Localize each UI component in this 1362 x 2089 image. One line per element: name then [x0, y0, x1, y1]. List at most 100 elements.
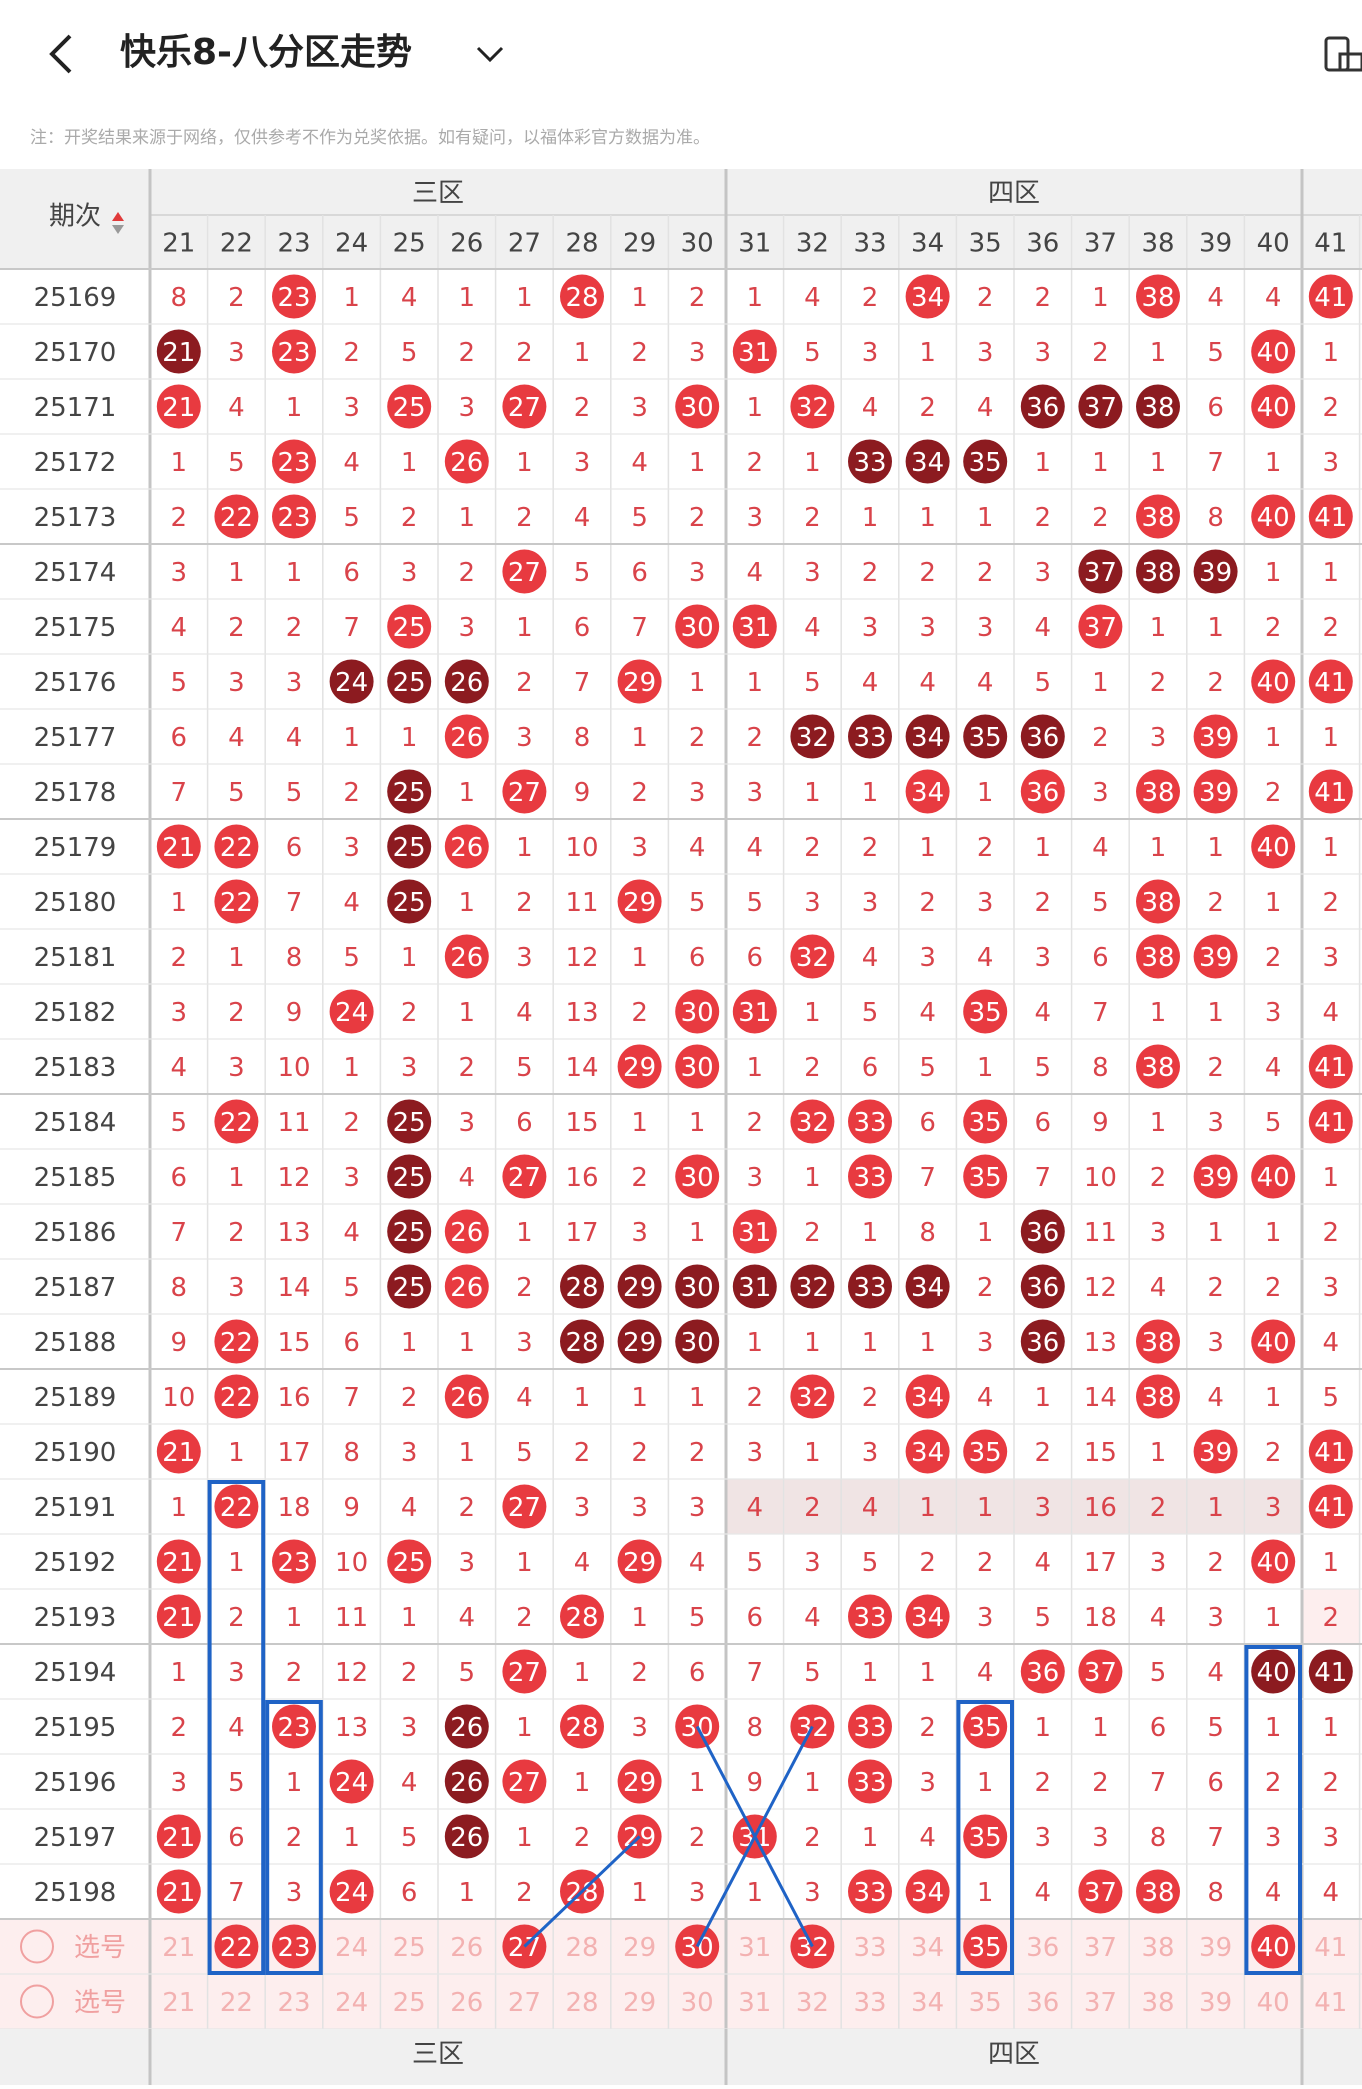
- omission-number: 4: [171, 613, 188, 643]
- omission-number: 2: [1265, 1768, 1282, 1798]
- omission-number: 2: [459, 558, 476, 588]
- omission-number: 4: [862, 943, 879, 973]
- omission-number: 1: [689, 1768, 706, 1798]
- omission-number: 2: [977, 558, 994, 588]
- ball-number: 21: [162, 1603, 195, 1633]
- omission-number: 5: [228, 1768, 245, 1798]
- ball-number: 38: [1141, 1053, 1174, 1083]
- omission-number: 2: [228, 1218, 245, 1248]
- number-ball: [1020, 1649, 1065, 1694]
- number-ball: [1136, 934, 1180, 979]
- dropdown-icon[interactable]: [476, 46, 504, 63]
- omission-number: 10: [565, 833, 598, 863]
- omission-number: 27: [508, 1988, 541, 2018]
- ball-number: 28: [565, 1603, 598, 1633]
- omission-number: 1: [1265, 448, 1282, 478]
- omission-number: 2: [574, 1438, 591, 1468]
- omission-number: 2: [631, 778, 648, 808]
- omission-number: 4: [631, 448, 648, 478]
- sort-icon: [112, 225, 124, 234]
- number-ball: [617, 1264, 662, 1309]
- omission-number: 3: [862, 613, 879, 643]
- omission-number: 3: [747, 503, 764, 533]
- omission-number: 3: [689, 778, 706, 808]
- number-ball: [214, 879, 259, 924]
- period: 25194: [34, 1658, 117, 1688]
- omission-number: 4: [171, 1053, 188, 1083]
- number-ball: [156, 329, 201, 374]
- layout-icon[interactable]: [1324, 36, 1362, 72]
- omission-number: 3: [459, 1108, 476, 1138]
- omission-number: 1: [1035, 1383, 1052, 1413]
- omission-number: 5: [862, 998, 879, 1028]
- period: 25172: [34, 448, 117, 478]
- select-label: 选号: [74, 1933, 126, 1963]
- omission-number: 1: [689, 1218, 706, 1248]
- select-radio[interactable]: [20, 1984, 54, 2019]
- omission-number: 1: [1150, 448, 1167, 478]
- omission-number: 1: [919, 1658, 936, 1688]
- omission-number: 1: [1207, 998, 1224, 1028]
- column-header: 36: [1026, 229, 1059, 259]
- omission-number: 5: [459, 1658, 476, 1688]
- omission-number: 2: [1207, 1273, 1224, 1303]
- select-radio[interactable]: [20, 1929, 54, 1964]
- omission-number: 5: [1092, 888, 1109, 918]
- number-ball: [963, 989, 1008, 1034]
- omission-number: 2: [1150, 668, 1167, 698]
- ball-number: 29: [623, 1548, 656, 1578]
- omission-number: 4: [862, 393, 879, 423]
- annotation-line: [523, 1835, 641, 1948]
- omission-number: 6: [1150, 1713, 1167, 1743]
- omission-number: 8: [1207, 1878, 1224, 1908]
- number-ball: [1020, 1209, 1065, 1254]
- omission-number: 2: [1265, 1273, 1282, 1303]
- omission-number: 1: [401, 1603, 418, 1633]
- omission-number: 2: [631, 998, 648, 1028]
- omission-number: 5: [862, 1548, 879, 1578]
- omission-number: 7: [343, 1383, 360, 1413]
- number-ball: [214, 1924, 259, 1969]
- omission-number: 7: [171, 1218, 188, 1248]
- ball-number: 23: [277, 1713, 310, 1743]
- period: 25189: [34, 1383, 117, 1413]
- column-header: 33: [853, 229, 886, 259]
- ball-number: 34: [911, 1438, 944, 1468]
- number-ball: [560, 1264, 604, 1309]
- omission-number: 2: [574, 393, 591, 423]
- number-ball: [732, 329, 777, 374]
- period: 25193: [34, 1603, 117, 1633]
- omission-number: 2: [804, 1823, 821, 1853]
- page-title[interactable]: 快乐8-八分区走势: [120, 32, 412, 73]
- ball-number: 37: [1084, 393, 1117, 423]
- omission-number: 8: [1207, 503, 1224, 533]
- omission-number: 3: [286, 1878, 303, 1908]
- omission-number: 4: [862, 1493, 879, 1523]
- number-ball: [444, 714, 489, 759]
- number-ball: [905, 1264, 950, 1309]
- omission-number: 2: [631, 1658, 648, 1688]
- omission-number: 3: [1150, 723, 1167, 753]
- ball-number: 26: [450, 1823, 483, 1853]
- ball-number: 36: [1026, 778, 1059, 808]
- table-footer: [0, 2029, 1362, 2085]
- omission-number: 2: [977, 1273, 994, 1303]
- number-ball: [560, 1594, 604, 1639]
- number-ball: [675, 1154, 720, 1199]
- omission-number: 3: [631, 1493, 648, 1523]
- omission-number: 1: [459, 503, 476, 533]
- omission-number: 1: [459, 888, 476, 918]
- number-ball: [214, 824, 259, 869]
- number-ball: [1136, 274, 1180, 319]
- ball-number: 32: [796, 1933, 829, 1963]
- omission-number: 6: [747, 943, 764, 973]
- omission-number: 4: [977, 1658, 994, 1688]
- omission-number: 38: [1141, 1988, 1174, 2018]
- omission-number: 8: [343, 1438, 360, 1468]
- omission-number: 5: [804, 1658, 821, 1688]
- ball-number: 29: [623, 1328, 656, 1358]
- back-button[interactable]: [49, 34, 72, 74]
- omission-number: 3: [228, 1273, 245, 1303]
- ball-number: 25: [393, 1163, 426, 1193]
- ball-number: 35: [969, 1713, 1002, 1743]
